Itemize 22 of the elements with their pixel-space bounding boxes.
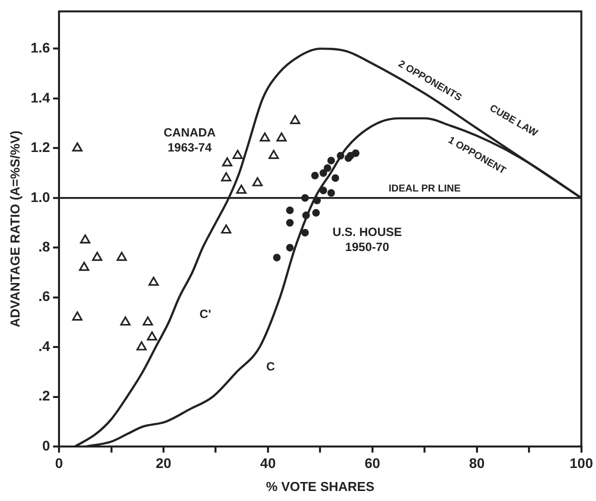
x-axis-title: % VOTE SHARES: [266, 478, 375, 494]
y-tick-label: 0: [42, 437, 50, 454]
y-tick-label: 1.2: [30, 139, 50, 156]
x-tick-label: 80: [469, 454, 485, 471]
x-tick-label: 40: [260, 454, 276, 471]
x-tick-label: 20: [156, 454, 172, 471]
series-label: U.S. HOUSE 1950-70: [332, 225, 402, 254]
y-tick-label: .4: [38, 338, 50, 354]
y-tick-label: .2: [38, 388, 50, 404]
y-tick-label: 1.0: [30, 188, 50, 205]
y-tick-label: 1.4: [30, 89, 50, 106]
y-axis-title: ADVANTAGE RATIO (A=%S/%V): [7, 130, 22, 328]
y-tick-label: 1.6: [30, 40, 50, 56]
y-tick-label: .6: [38, 288, 50, 304]
series-label: CANADA 1963-74: [164, 126, 216, 155]
y-tick-label: .8: [38, 238, 50, 255]
series-label: C: [266, 359, 276, 374]
x-tick-label: 0: [55, 454, 64, 471]
ref-line-label: IDEAL PR LINE: [388, 184, 461, 195]
x-tick-label: 100: [570, 454, 594, 471]
x-tick-label: 60: [364, 454, 380, 471]
series-label: C': [200, 307, 212, 322]
